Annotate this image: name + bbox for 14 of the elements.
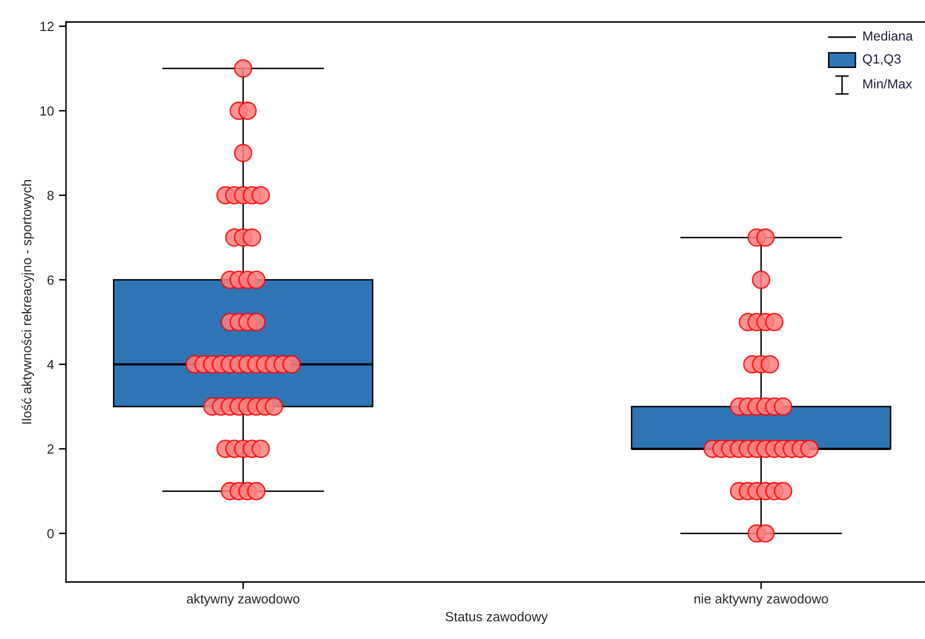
y-tick-label: 2 <box>48 444 54 454</box>
y-axis-title: Ilość aktywności rekreacyjno - sportowych <box>22 180 34 424</box>
y-tick-label: 0 <box>47 528 54 538</box>
x-axis-title: Status zawodowy <box>446 612 548 624</box>
annotation: Min/Max <box>863 78 912 89</box>
y-tick-label: 12 <box>40 22 54 32</box>
annotation: Q1,Q3 <box>862 54 901 66</box>
y-tick-label: 10 <box>40 106 54 116</box>
x-tick-label: aktywny zawodowo <box>186 594 300 606</box>
y-tick-label: 8 <box>47 190 54 200</box>
x-tick-label: nie aktywny zawodowo <box>694 594 828 606</box>
annotation: Mediana <box>863 30 913 41</box>
y-tick-label: 6 <box>48 275 54 285</box>
y-tick-label: 4 <box>47 360 54 370</box>
